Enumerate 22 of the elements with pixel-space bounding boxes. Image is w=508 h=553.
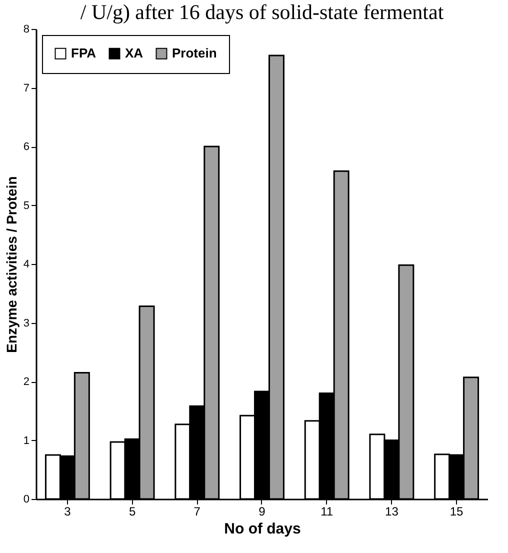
x-tick-label: 3 bbox=[64, 504, 72, 518]
x-tick-label: 11 bbox=[320, 504, 334, 518]
x-tick-label: 13 bbox=[385, 504, 399, 518]
y-tick-label: 0 bbox=[23, 494, 30, 506]
y-tick-label: 6 bbox=[23, 141, 30, 153]
y-tick-label: 4 bbox=[23, 258, 30, 270]
x-axis-title: No of days bbox=[224, 520, 301, 538]
x-tick-label: 15 bbox=[450, 504, 464, 518]
chart-title: / U/g) after 16 days of solid-state fermentat bbox=[80, 0, 444, 24]
legend-label: Protein bbox=[172, 46, 217, 61]
legend-label: XA bbox=[125, 46, 144, 61]
x-tick-label: 7 bbox=[194, 504, 201, 518]
x-tick-label: 5 bbox=[128, 504, 136, 518]
y-tick-label: 8 bbox=[23, 24, 30, 36]
y-tick-label: 1 bbox=[23, 434, 30, 447]
legend-label: FPA bbox=[71, 46, 97, 61]
x-tick-label: 9 bbox=[258, 504, 266, 518]
y-tick-label: 7 bbox=[23, 82, 30, 94]
y-axis-title: Enzyme activities / Protein bbox=[3, 176, 20, 353]
y-tick-label: 3 bbox=[23, 317, 30, 330]
y-tick-label: 5 bbox=[23, 200, 30, 212]
y-tick-label: 2 bbox=[23, 376, 30, 388]
